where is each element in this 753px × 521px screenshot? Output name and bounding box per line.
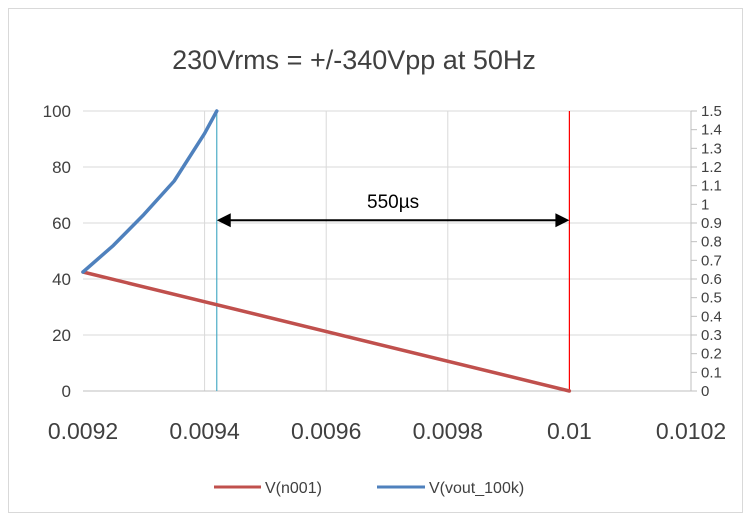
x-tick-label: 0.0096: [291, 418, 361, 444]
y2-tick-label: 0.1: [701, 364, 722, 381]
y2-tick-label: 1.1: [701, 178, 722, 195]
annotation-arrowhead-right: [555, 213, 570, 228]
y2-tick-label: 0.5: [701, 290, 722, 307]
chart-title: 230Vrms = +/-340Vpp at 50Hz: [172, 45, 536, 75]
y2-tick-label: 1: [701, 196, 709, 213]
annotation-layer: 550µs: [216, 192, 570, 228]
y2-tick-label: 1.3: [701, 140, 722, 157]
y2-tick-label: 0.6: [701, 271, 722, 288]
y2-tick-label: 1.5: [701, 103, 722, 120]
y-tick-label: 60: [52, 214, 71, 233]
annotation-label: 550µs: [367, 192, 419, 213]
y2-tick-label: 1.4: [701, 122, 722, 139]
legend-label-v-vout-100k: V(vout_100k): [429, 480, 524, 497]
x-tick-label: 0.0098: [413, 418, 483, 444]
y2-tick-label: 1.2: [701, 159, 722, 176]
x-tick-label: 0.0094: [169, 418, 240, 444]
y-tick-label: 100: [43, 102, 71, 121]
y2-tick-label: 0.8: [701, 234, 722, 251]
x-tick-label: 0.01: [547, 418, 592, 444]
legend: V(n001) V(vout_100k): [214, 480, 524, 497]
legend-label-v-n001: V(n001): [265, 480, 322, 497]
y2-tick-label: 0.7: [701, 252, 722, 269]
y2-tick-label: 0.3: [701, 327, 722, 344]
annotation-arrowhead-left: [216, 213, 231, 228]
chart-svg: 230Vrms = +/-340Vpp at 50Hz 020406080100…: [43, 45, 727, 497]
series-line-v-n001: [81, 270, 572, 393]
grid-layer: [83, 110, 692, 391]
y2-tick-label: 0: [701, 383, 709, 400]
series-line-v-vout-100k: [81, 109, 219, 274]
y2-tick-label: 0.2: [701, 346, 722, 363]
y2-tick-label: 0.4: [701, 308, 722, 325]
y-tick-label: 40: [52, 270, 71, 289]
y-tick-label: 80: [52, 158, 71, 177]
marker-layer: [216, 111, 571, 391]
y-tick-label: 20: [52, 326, 71, 345]
y-tick-label: 0: [62, 382, 71, 401]
series-layer: [81, 109, 572, 393]
x-tick-label: 0.0092: [48, 418, 118, 444]
y2-tick-label: 0.9: [701, 215, 722, 232]
chart-frame: 230Vrms = +/-340Vpp at 50Hz 0 20 40 60 80 100…: [8, 8, 743, 513]
axes-layer: 0 20 40 60 80 100 0.0092 0.0094 0.0096 0.0098 0.01…: [43, 102, 727, 444]
x-tick-label: 0.0102: [656, 418, 726, 444]
